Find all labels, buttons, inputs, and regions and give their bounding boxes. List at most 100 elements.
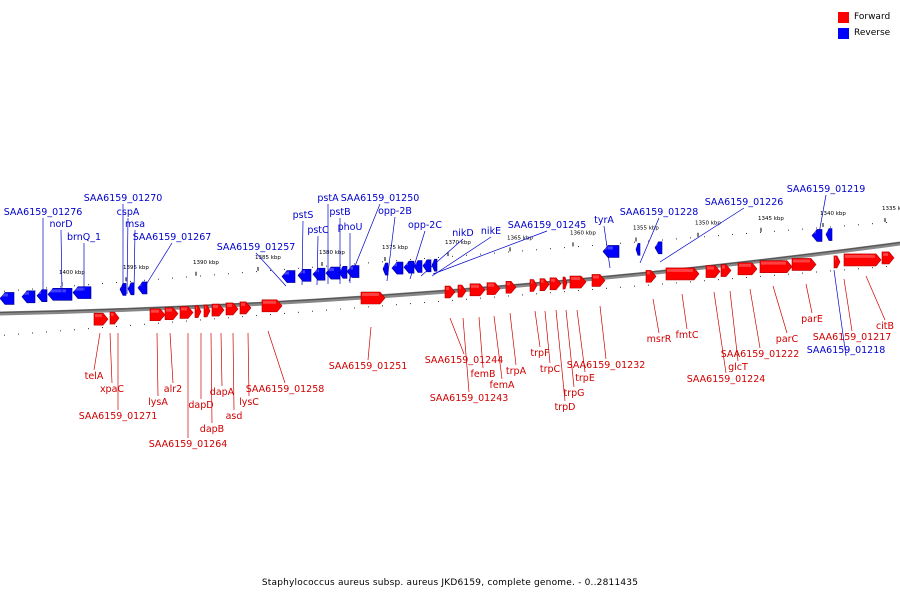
tick-label: 1400 kbp: [59, 270, 85, 276]
scale-dot: [844, 269, 845, 271]
reverse-gene-arrow-shade: [23, 291, 29, 295]
scale-dot: [60, 330, 61, 332]
reverse-gene-arrow: [413, 260, 423, 273]
leader-line: [639, 217, 660, 264]
reverse-gene-arrow: [127, 282, 135, 296]
fwd-gene-label: lysC: [239, 397, 259, 408]
fwd-gene-label: dapB: [200, 424, 224, 435]
forward-gene-arrow: [486, 282, 501, 295]
leader-line: [247, 332, 250, 397]
reverse-gene-arrow: [21, 290, 36, 304]
scale-dot: [522, 250, 523, 252]
legend-forward: Forward: [838, 9, 890, 25]
forward-gene-arrow: [791, 258, 817, 271]
reverse-gene-arrow: [403, 260, 415, 274]
scale-dot: [256, 271, 257, 273]
scale-dot: [788, 229, 789, 231]
scale-dot: [326, 309, 327, 311]
scale-dot: [452, 255, 453, 257]
reverse-gene-arrow: [312, 267, 326, 281]
scale-dot: [354, 307, 355, 309]
forward-gene-arrow: [93, 312, 109, 326]
leader-line: [865, 275, 886, 321]
scale-dot: [858, 224, 859, 226]
fwd-gene-label: alr2: [164, 384, 182, 395]
scale-dot: [760, 231, 761, 233]
scale-dot: [550, 248, 551, 250]
scale-dot: [88, 328, 89, 330]
reverse-gene-arrow-shade: [49, 289, 66, 293]
forward-gene-arrow-shade: [263, 300, 276, 304]
leader-line: [432, 230, 548, 275]
scale-dot: [270, 314, 271, 315]
scale-dot: [606, 287, 607, 289]
leader-line: [833, 269, 847, 357]
scale-dot: [312, 310, 313, 312]
leader-line: [599, 305, 607, 360]
reverse-gene-arrow: [297, 269, 312, 282]
tick-label: 1355 kbp: [633, 226, 659, 232]
leader-line: [409, 230, 426, 280]
rev-gene-label: pstB: [329, 207, 350, 218]
forward-gene-arrow: [665, 267, 700, 281]
scale-dot: [228, 273, 229, 275]
reverse-gene-arrow: [72, 286, 92, 299]
leader-line: [431, 236, 492, 277]
fwd-gene-label: SAA6159_01232: [567, 360, 646, 371]
scale-dot: [158, 322, 159, 324]
scale-dot: [858, 268, 859, 270]
fwd-gene-label: femA: [490, 380, 515, 391]
fwd-gene-label: trpE: [575, 373, 595, 384]
forward-gene-arrow-shade: [111, 313, 114, 317]
tick-label: 1345 kbp: [758, 216, 784, 222]
scale-dot: [74, 285, 75, 287]
scale-dot: [130, 280, 131, 282]
leader-line: [255, 252, 287, 287]
scale-dot: [410, 303, 411, 305]
forward-gene-arrow-shade: [151, 309, 159, 313]
forward-gene-arrow-shade: [507, 282, 510, 286]
tick-label: 1380 kbp: [319, 250, 345, 256]
reverse-gene-arrow-shade: [129, 283, 130, 287]
reverse-gene-arrow: [0, 292, 15, 305]
tick-label: 1350 kbp: [695, 221, 721, 227]
leader-line: [220, 332, 223, 387]
leader-line: [133, 229, 136, 295]
scale-dot: [886, 266, 887, 268]
forward-gene-arrow: [737, 262, 758, 276]
rev-gene-label: phoU: [338, 222, 363, 233]
leader-line: [93, 332, 101, 371]
reverse-gene-arrow-shade: [384, 264, 385, 268]
reverse-gene-arrow-shade: [604, 246, 613, 250]
scale-dot: [186, 276, 187, 278]
scale-dot: [872, 267, 873, 269]
leader-line: [60, 229, 63, 294]
tick-label: 1395 kbp: [123, 265, 149, 271]
leader-line: [386, 216, 396, 282]
scale-dot: [172, 277, 173, 279]
leader-line: [729, 290, 739, 362]
rev-gene-label: opp-2B: [378, 206, 412, 217]
forward-gene-arrow-shade: [739, 263, 751, 267]
reverse-gene-arrow-shade: [283, 271, 289, 275]
forward-gene-arrow: [562, 276, 568, 290]
fwd-gene-label: SAA6159_01244: [425, 355, 504, 366]
scale-dot: [340, 264, 341, 266]
reverse-gene-arrow: [281, 270, 296, 283]
scale-dot: [830, 226, 831, 228]
scale-dot: [424, 302, 425, 304]
rev-gene-label: opp-2C: [408, 220, 442, 231]
scale-dot: [634, 285, 635, 287]
reverse-gene-arrow-shade: [314, 269, 319, 273]
scale-dot: [844, 225, 845, 227]
forward-gene-arrow-shade: [835, 256, 836, 260]
fwd-gene-label: SAA6159_01258: [246, 384, 325, 395]
forward-gene-arrow-shade: [181, 307, 187, 311]
forward-gene-arrow-shade: [362, 292, 379, 296]
scale-dot: [802, 228, 803, 230]
scale-dot: [466, 254, 467, 256]
forward-gene-arrow-shade: [196, 306, 197, 310]
reverse-gene-arrow-shade: [813, 230, 816, 234]
leader-line: [749, 288, 761, 349]
